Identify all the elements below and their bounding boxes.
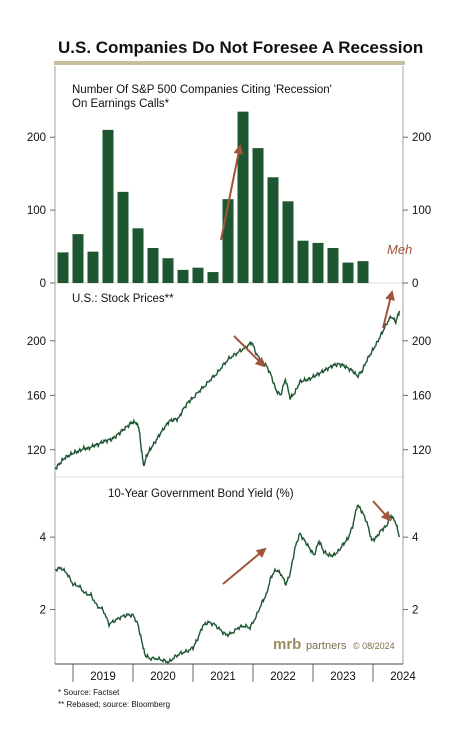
bar-13 xyxy=(237,111,249,283)
x-tick-label: 2019 xyxy=(90,671,116,683)
left-tick-label: 200 xyxy=(27,132,46,144)
bar-9 xyxy=(177,269,189,283)
bar-8 xyxy=(162,258,174,283)
left-tick-label: 2 xyxy=(40,605,46,617)
left-tick-label: 200 xyxy=(27,336,46,348)
bar-rise-arrow xyxy=(220,144,244,241)
right-tick-label: 160 xyxy=(412,390,431,402)
x-axis: 2019 2020 2021 2022 2023 2024 xyxy=(72,664,416,683)
bar-panel-title-line-1: Number Of S&P 500 Companies Citing 'Rece… xyxy=(72,84,332,96)
bar-15 xyxy=(267,177,279,283)
footnote-source: * Source: Factset xyxy=(58,688,120,697)
bond-yield-line xyxy=(54,504,401,664)
bar-5 xyxy=(117,191,129,283)
brand-date-text: © 08/2024 xyxy=(353,641,395,651)
title-rule xyxy=(54,61,405,65)
bar-4 xyxy=(102,129,114,283)
right-tick-label: 200 xyxy=(412,132,431,144)
left-tick-label: 4 xyxy=(40,532,47,544)
right-tick-label: 2 xyxy=(412,605,418,617)
x-tick-label: 2024 xyxy=(390,671,416,683)
brand-mark: mrb partners © 08/2024 xyxy=(273,636,395,653)
bar-18 xyxy=(312,242,324,283)
brand-name-text: partners xyxy=(306,640,347,652)
x-tick-label: 2022 xyxy=(270,671,296,683)
right-tick-label: 4 xyxy=(412,532,419,544)
bar-1 xyxy=(57,252,69,283)
right-tick-label: 100 xyxy=(412,205,431,217)
axis-ticks: 0 0 100 100 200 200 120 120 160 160 200 200 2 2 4 4 xyxy=(27,132,431,616)
stock-dip-arrow xyxy=(233,335,266,368)
bar-6 xyxy=(132,228,144,283)
chart-title: U.S. Companies Do Not Foresee A Recessio… xyxy=(58,38,423,57)
yield-rise-arrow xyxy=(222,547,267,585)
brand-logo-text: mrb xyxy=(273,636,301,653)
left-tick-label: 0 xyxy=(40,278,46,290)
stock-panel-title: U.S.: Stock Prices** xyxy=(72,293,174,305)
bar-19 xyxy=(327,248,339,283)
x-tick-label: 2021 xyxy=(210,671,236,683)
bar-21 xyxy=(357,261,369,283)
left-tick-label: 100 xyxy=(27,205,46,217)
left-tick-label: 160 xyxy=(27,390,46,402)
x-tick-label: 2020 xyxy=(150,671,176,683)
annotation-arrows xyxy=(220,144,395,585)
stock-price-line xyxy=(54,310,401,471)
yield-panel-title: 10-Year Government Bond Yield (%) xyxy=(108,488,294,500)
right-tick-label: 120 xyxy=(412,445,431,457)
right-tick-label: 0 xyxy=(412,278,418,290)
footnote-rebased: ** Rebased; source: Bloomberg xyxy=(58,700,170,709)
stock-rise-arrow xyxy=(382,290,395,329)
x-tick-label: 2023 xyxy=(330,671,356,683)
yield-dip-arrow xyxy=(372,500,392,522)
bar-3 xyxy=(87,251,99,283)
bar-17 xyxy=(297,240,309,283)
recession-bar-series xyxy=(57,111,369,283)
bar-16 xyxy=(282,201,294,283)
bar-7 xyxy=(147,248,159,283)
bar-14 xyxy=(252,148,264,283)
bar-2 xyxy=(72,234,84,283)
bar-10 xyxy=(192,267,204,283)
left-tick-label: 120 xyxy=(27,445,46,457)
bar-12 xyxy=(222,199,234,283)
bar-11 xyxy=(207,272,219,283)
right-tick-label: 200 xyxy=(412,336,431,348)
meh-annotation: Meh xyxy=(387,242,412,257)
bar-20 xyxy=(342,262,354,283)
bar-panel-title-line-2: On Earnings Calls* xyxy=(72,98,170,110)
